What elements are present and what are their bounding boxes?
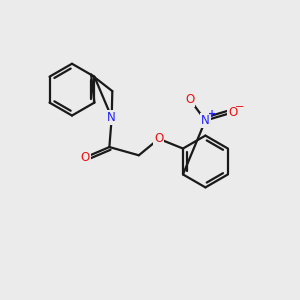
Text: O: O [154, 132, 164, 145]
Text: O: O [81, 151, 90, 164]
Text: N: N [201, 114, 210, 127]
Text: −: − [235, 102, 244, 112]
Text: +: + [208, 109, 216, 119]
Text: O: O [185, 93, 194, 106]
Text: O: O [228, 106, 238, 119]
Text: N: N [107, 111, 116, 124]
